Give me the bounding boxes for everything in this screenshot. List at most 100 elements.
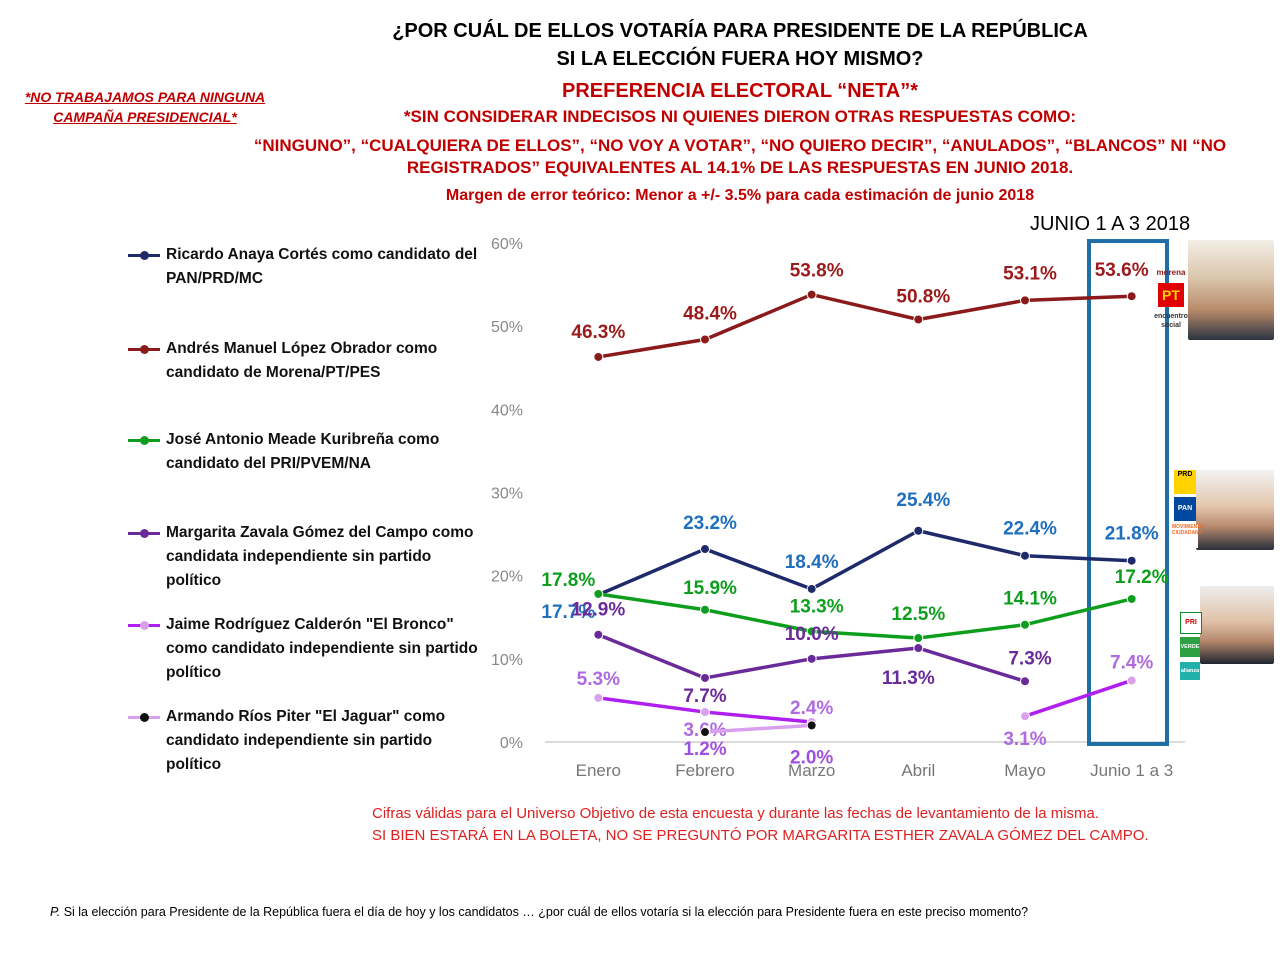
legend-item-anaya: Ricardo Anaya Cortés como candidato del … bbox=[128, 243, 488, 291]
legend-label: Andrés Manuel López Obrador como candida… bbox=[166, 340, 438, 381]
data-point bbox=[1020, 550, 1030, 561]
candidate-photo-meade bbox=[1200, 586, 1274, 664]
data-label: 1.2% bbox=[683, 739, 726, 760]
data-label: 22.4% bbox=[1003, 519, 1057, 540]
data-label: 5.3% bbox=[577, 669, 620, 690]
legend-item-bronco: Jaime Rodríguez Calderón "El Bronco" com… bbox=[128, 613, 488, 685]
data-label: 7.3% bbox=[1008, 648, 1051, 669]
legend-item-zavala: Margarita Zavala Gómez del Campo como ca… bbox=[128, 521, 488, 593]
data-label: 15.9% bbox=[683, 578, 737, 599]
data-point bbox=[1020, 619, 1030, 630]
data-point bbox=[806, 720, 817, 731]
legend-marker-icon bbox=[140, 713, 149, 722]
data-point bbox=[913, 633, 924, 644]
data-point bbox=[806, 653, 817, 664]
title-line2: SI LA ELECCIÓN FUERA HOY MISMO? bbox=[556, 48, 924, 70]
data-label: 11.3% bbox=[882, 668, 935, 689]
data-point bbox=[593, 692, 604, 703]
note-line1: *SIN CONSIDERAR INDECISOS NI QUIENES DIE… bbox=[403, 107, 1077, 126]
legend-label: Armando Ríos Piter "El Jaguar" como cand… bbox=[166, 708, 446, 773]
data-point bbox=[593, 588, 604, 599]
data-point bbox=[1126, 555, 1137, 566]
data-label: 12.5% bbox=[891, 604, 945, 625]
y-tick-label: 30% bbox=[491, 486, 523, 503]
data-label: 14.1% bbox=[1003, 589, 1057, 610]
x-tick-label: Enero bbox=[576, 761, 621, 780]
data-point bbox=[913, 643, 924, 654]
prd-logo: PRD bbox=[1174, 470, 1196, 494]
highlight-box bbox=[1087, 239, 1169, 746]
data-label: 21.8% bbox=[1105, 524, 1159, 545]
pt-logo: PT bbox=[1158, 283, 1184, 307]
legend-item-jaguar: Armando Ríos Piter "El Jaguar" como cand… bbox=[128, 705, 488, 777]
y-tick-label: 10% bbox=[491, 652, 523, 669]
series-line bbox=[1024, 678, 1133, 718]
data-label: 2.4% bbox=[790, 698, 833, 719]
footer-question: P. Si la elección para Presidente de la … bbox=[50, 905, 1029, 919]
series-line bbox=[704, 723, 812, 734]
data-point bbox=[593, 351, 604, 362]
data-point bbox=[806, 289, 817, 300]
data-label: 46.3% bbox=[571, 322, 625, 343]
series-line bbox=[598, 292, 1132, 359]
x-tick-label: Marzo bbox=[788, 761, 835, 780]
y-tick-label: 40% bbox=[491, 402, 523, 419]
y-tick-label: 50% bbox=[491, 319, 523, 336]
verde-logo: VERDE bbox=[1180, 637, 1200, 657]
legend-label: José Antonio Meade Kuribreña como candid… bbox=[166, 431, 440, 472]
footer-line2: SI BIEN ESTARÁ EN LA BOLETA, NO SE PREGU… bbox=[372, 827, 1149, 844]
legend-label: Jaime Rodríguez Calderón "El Bronco" com… bbox=[166, 616, 478, 681]
side-note: *NO TRABAJAMOS PARA NINGUNA CAMPAÑA PRES… bbox=[24, 89, 266, 125]
data-label: 3.1% bbox=[1003, 729, 1046, 750]
legend-marker-icon bbox=[140, 529, 149, 538]
note-line2: “NINGUNO”, “CUALQUIERA DE ELLOS”, “NO VO… bbox=[253, 136, 1227, 177]
data-label: 18.4% bbox=[785, 552, 839, 573]
data-point bbox=[1126, 593, 1137, 604]
legend-marker-icon bbox=[140, 621, 149, 630]
data-point bbox=[700, 707, 710, 718]
x-tick-label: Febrero bbox=[675, 761, 735, 780]
margin-error: Margen de error teórico: Menor a +/- 3.5… bbox=[445, 187, 1035, 204]
legend-marker-icon bbox=[140, 251, 149, 260]
data-point bbox=[700, 604, 710, 615]
highlight-label: JUNIO 1 A 3 2018 bbox=[1030, 213, 1191, 235]
data-point bbox=[1020, 676, 1030, 687]
nueva-alianza-logo: alianza bbox=[1180, 662, 1200, 680]
x-tick-label: Abril bbox=[901, 761, 935, 780]
y-tick-label: 20% bbox=[491, 569, 523, 586]
data-label: 53.1% bbox=[1003, 263, 1057, 284]
data-point bbox=[593, 629, 604, 640]
pri-logo: PRI bbox=[1180, 612, 1202, 634]
data-label: 50.8% bbox=[896, 287, 950, 308]
legend-label: Ricardo Anaya Cortés como candidato del … bbox=[166, 246, 478, 287]
y-tick-label: 60% bbox=[491, 236, 523, 253]
legend-marker-icon bbox=[140, 436, 149, 445]
footer-question-text: Si la elección para Presidente de la Rep… bbox=[63, 905, 1029, 919]
data-point bbox=[700, 672, 710, 683]
pan-logo: PAN bbox=[1174, 497, 1196, 521]
candidate-photo-anaya bbox=[1196, 470, 1274, 550]
y-tick-label: 0% bbox=[500, 735, 523, 752]
data-label: 25.4% bbox=[896, 490, 950, 511]
data-point bbox=[1126, 675, 1137, 686]
title-line1: ¿POR CUÁL DE ELLOS VOTARÍA PARA PRESIDEN… bbox=[392, 20, 1088, 42]
legend-label: Margarita Zavala Gómez del Campo como ca… bbox=[166, 524, 474, 589]
data-point bbox=[700, 544, 710, 555]
data-label: 7.7% bbox=[683, 686, 726, 707]
x-tick-label: Junio 1 a 3 bbox=[1090, 761, 1173, 780]
data-label: 12.9% bbox=[571, 600, 625, 621]
data-label: 13.3% bbox=[790, 596, 844, 617]
data-point bbox=[1020, 295, 1030, 306]
data-point bbox=[700, 727, 710, 738]
pes-logo: encuentro social bbox=[1154, 313, 1188, 329]
footer-line1: Cifras válidas para el Universo Objetivo… bbox=[372, 805, 1100, 822]
data-label: 7.4% bbox=[1110, 652, 1153, 673]
morena-logo: morena bbox=[1156, 268, 1186, 277]
data-point bbox=[1020, 711, 1030, 722]
series-line bbox=[597, 529, 1132, 597]
subtitle: PREFERENCIA ELECTORAL “NETA”* bbox=[562, 80, 918, 102]
data-label: 17.8% bbox=[541, 570, 595, 591]
data-label: 17.2% bbox=[1115, 567, 1169, 588]
data-label: 48.4% bbox=[683, 303, 737, 324]
candidate-photo-amlo bbox=[1188, 240, 1274, 340]
